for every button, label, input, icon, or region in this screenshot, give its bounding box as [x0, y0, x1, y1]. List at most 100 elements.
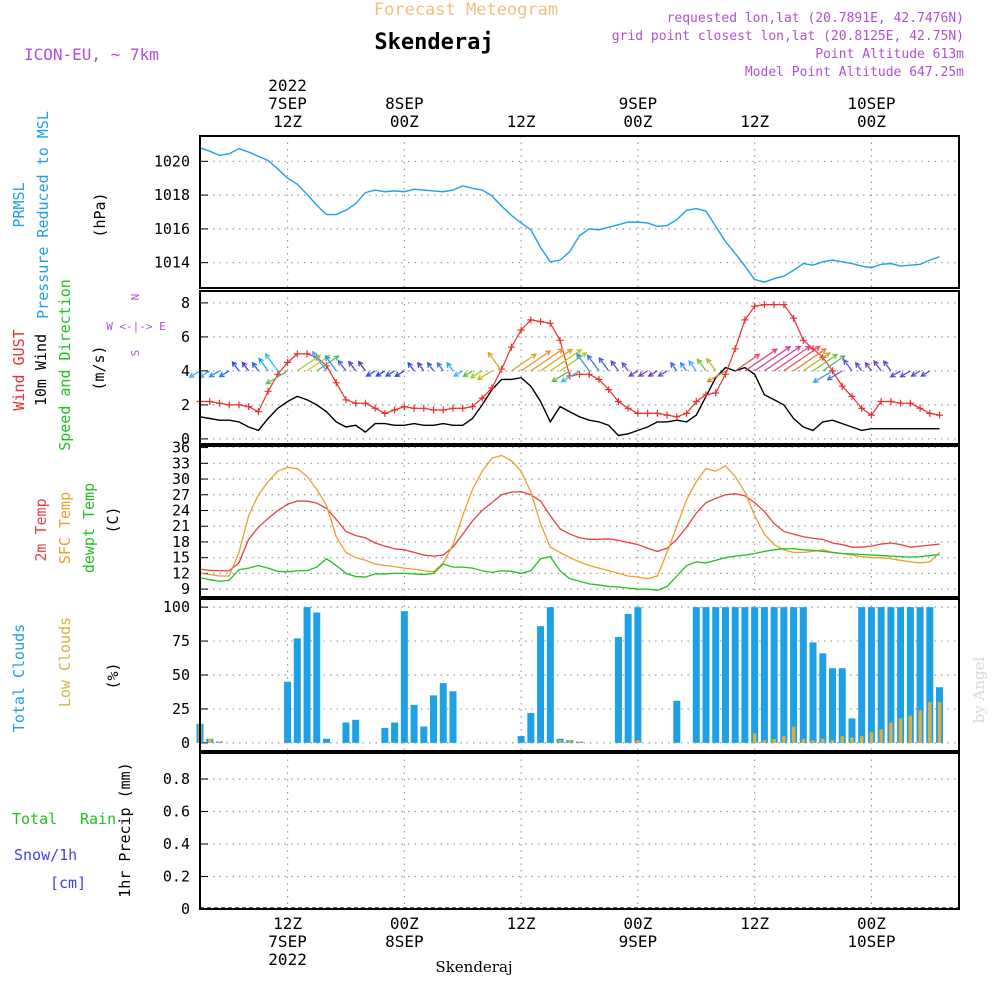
gust-marker: [459, 404, 467, 412]
wind-arrow-head: [899, 372, 906, 378]
wind-arrow: [802, 352, 831, 372]
wind-arrow: [477, 370, 493, 380]
gust-marker: [391, 406, 399, 414]
total-cloud-bar: [780, 607, 788, 743]
bottom-time-label: 8SEP: [385, 932, 424, 951]
gust-marker: [576, 370, 583, 378]
low-cloud-bar: [782, 736, 786, 743]
wind-arrow: [707, 370, 726, 383]
wind-arrow-head: [820, 348, 827, 354]
total-cloud-bar: [537, 626, 545, 743]
model-label: ICON-EU, ~ 7km: [24, 45, 159, 64]
low-clouds-label: Low Clouds: [56, 617, 74, 707]
wind-arrow-head: [785, 345, 792, 352]
temperature-legend: 2m Temp SFC Temp dewpt Temp (C): [32, 483, 122, 573]
top-time-label: 10SEP: [847, 94, 895, 113]
wind-arrow: [793, 348, 827, 372]
y-tick-label: 0: [181, 734, 190, 752]
wind-arrow: [375, 370, 386, 377]
wind-arrow: [812, 353, 838, 372]
low-cloud-bar: [879, 729, 883, 743]
clouds-unit-label: (%): [104, 662, 122, 689]
precip-panel: 0 0.2 0.4 0.6 0.8: [163, 752, 960, 918]
wind-arrow-head: [436, 361, 443, 368]
top-time-label: 00Z: [857, 112, 886, 131]
wind-arrow-head: [357, 360, 364, 367]
gust-marker: [546, 319, 554, 327]
top-time-label: 00Z: [390, 112, 419, 131]
top-time-label: 00Z: [623, 112, 652, 131]
wind-arrow-head: [812, 377, 819, 383]
wind-arrow: [463, 370, 473, 377]
gust-marker: [858, 404, 866, 412]
wind-arrow: [706, 358, 717, 372]
wind-arrow: [822, 355, 845, 372]
requested-coords: requested lon,lat (20.7891E, 42.7476N): [667, 11, 964, 26]
top-time-label: 7SEP: [268, 94, 307, 113]
total-cloud-bar: [624, 613, 632, 743]
wind-arrow-head: [188, 372, 195, 378]
wind-arrow-head: [453, 371, 460, 377]
gust-marker: [361, 399, 369, 407]
wind-arrow: [883, 360, 892, 372]
wind-arrow: [680, 362, 688, 372]
footer-station: Skenderaj: [435, 958, 512, 976]
gust-marker: [498, 365, 506, 373]
model-altitude: Model Point Altitude 647.25m: [745, 65, 964, 80]
gust-marker: [215, 399, 223, 407]
total-cloud-bar: [391, 722, 399, 743]
wind-arrow-head: [882, 360, 889, 367]
wind-arrow: [587, 354, 600, 372]
wind-arrow-head: [348, 360, 354, 367]
precip-legend: Total Rain Snow/1h [cm] 1hr Precip (mm): [12, 762, 134, 897]
wind-arrow: [813, 370, 833, 383]
low-cloud-bar: [558, 740, 562, 743]
wind-arrow: [453, 370, 464, 377]
wind-arrow: [890, 370, 901, 378]
wind-arrow-head: [839, 355, 846, 361]
y-tick-label: 4: [181, 362, 190, 380]
wind-arrow: [754, 346, 791, 372]
total-cloud-bar: [430, 695, 438, 743]
gust-marker: [352, 399, 360, 407]
total-cloud-bar: [352, 719, 360, 743]
gust-marker: [225, 401, 233, 409]
wind-arrow-head: [265, 379, 272, 385]
total-cloud-bar: [897, 607, 905, 743]
bottom-time-label: 7SEP: [268, 932, 307, 951]
wind-arrow-head: [545, 350, 552, 356]
wind10m-label: 10m Wind: [32, 334, 50, 406]
gust-marker: [420, 404, 428, 412]
total-label: Total: [12, 810, 57, 828]
wind-arrow: [900, 370, 911, 378]
total-cloud-bar: [887, 607, 895, 743]
total-cloud-bar: [692, 607, 700, 743]
y-tick-label: 75: [172, 632, 190, 650]
low-cloud-bar: [889, 722, 893, 743]
wind-arrow: [258, 358, 269, 372]
wind-arrow: [697, 358, 707, 372]
wind-arrow-head: [407, 361, 413, 368]
wind-legend: Wind GUST 10m Wind Speed and Direction (…: [10, 279, 166, 451]
wind-arrow: [189, 370, 201, 378]
gust-marker: [770, 301, 778, 309]
total-cloud-bar: [926, 607, 934, 743]
gust-marker: [371, 404, 379, 412]
wind-arrow: [628, 370, 639, 377]
wind-arrow-head: [314, 354, 322, 361]
wind-arrow: [325, 355, 337, 372]
wind-arrow: [219, 370, 230, 378]
low-cloud-bar: [801, 738, 806, 743]
gust-marker: [439, 406, 447, 414]
gust-marker: [692, 398, 700, 405]
gust-marker: [206, 398, 214, 405]
total-cloud-bar: [916, 607, 924, 743]
wind-arrow-head: [530, 353, 538, 359]
total-cloud-bar: [867, 607, 875, 743]
sfc-temp-label: SFC Temp: [56, 492, 74, 564]
wind-arrow-head: [873, 360, 879, 367]
gust-marker: [595, 375, 603, 383]
gust-marker: [410, 404, 418, 412]
